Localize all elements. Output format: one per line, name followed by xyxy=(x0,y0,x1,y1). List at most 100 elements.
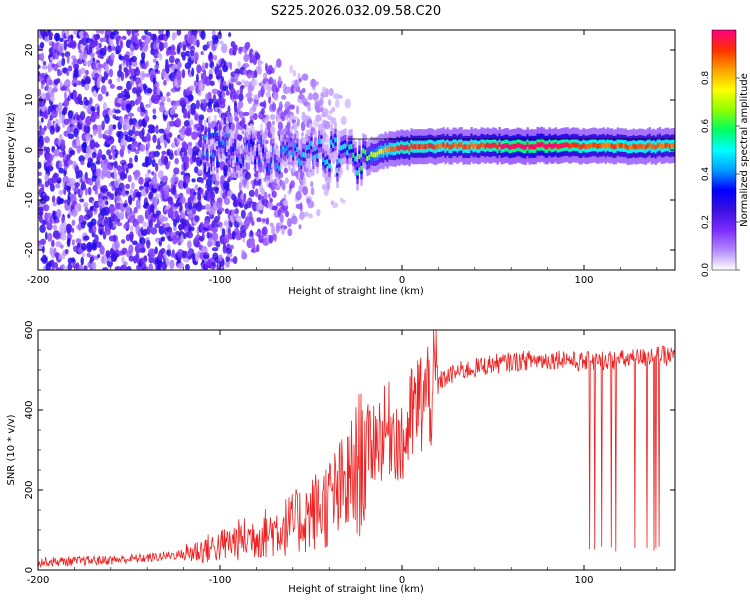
spectrogram-cell xyxy=(147,169,151,174)
spectrogram-cell xyxy=(217,214,221,221)
spectrogram-cell xyxy=(43,125,47,132)
spectrogram-cell xyxy=(156,87,161,96)
spectrogram-cell xyxy=(51,145,56,151)
spectrogram-cell xyxy=(166,91,171,97)
spectrogram-cell xyxy=(48,79,53,86)
spectrogram-cell xyxy=(234,228,240,233)
spectrogram-cell xyxy=(273,91,279,101)
spectrogram-cell xyxy=(38,211,44,216)
spectrogram-cell xyxy=(38,242,42,252)
spectrogram-cell xyxy=(233,90,237,99)
spectrogram-cell xyxy=(115,44,122,54)
spectrogram-cell xyxy=(125,80,132,91)
spectrogram-cell xyxy=(62,107,68,115)
spectrogram-cell xyxy=(278,75,282,85)
spectrogram-cell xyxy=(308,171,314,177)
spectrogram-ridge-cell xyxy=(648,142,652,148)
spectrogram-cell xyxy=(155,210,162,216)
spectrogram-cell xyxy=(56,126,61,131)
spectrogram-cell xyxy=(70,257,76,262)
spectrogram-cell xyxy=(55,183,61,189)
spectrogram-ridge-cell xyxy=(606,142,609,148)
spectrogram-cell xyxy=(144,73,151,78)
spectrogram-ridge-cell xyxy=(608,143,611,149)
colorbar-tick-label: 0.2 xyxy=(701,215,711,229)
spectrogram-ridge-cell xyxy=(458,142,461,148)
spectrogram-cell xyxy=(108,109,114,116)
spectrogram-cell xyxy=(231,209,236,219)
spectrogram-cell xyxy=(249,229,254,238)
spectrogram-ytick-label: -10 xyxy=(24,192,35,208)
spectrogram-cell xyxy=(271,102,277,112)
spectrogram-ridge-cell xyxy=(280,149,283,155)
spectrogram-cell xyxy=(249,56,254,64)
spectrogram-ridge-cell xyxy=(302,152,305,158)
spectrogram-ridge-cell xyxy=(510,144,513,150)
spectrogram-cell xyxy=(123,54,130,62)
spectrogram-ridge-cell xyxy=(602,142,605,148)
spectrogram-cell xyxy=(302,176,307,186)
snr-frame xyxy=(37,329,676,571)
spectrogram-cell xyxy=(116,194,121,202)
spectrogram-cell xyxy=(238,93,244,102)
spectrogram-ridge-cell xyxy=(448,144,451,150)
spectrogram-cell xyxy=(69,40,77,49)
spectrogram-cell xyxy=(166,97,171,103)
spectrogram-ridge-cell xyxy=(204,134,207,140)
spectrogram-cell xyxy=(47,232,53,242)
spectrogram-cell xyxy=(196,200,202,208)
spectrogram-cell xyxy=(138,94,142,104)
spectrogram-cell xyxy=(234,116,240,122)
spectrogram-ridge-cell xyxy=(506,143,509,149)
spectrogram-cell xyxy=(84,60,88,66)
spectrogram-cell xyxy=(101,154,106,160)
snr-xtick-label: -100 xyxy=(209,575,232,586)
spectrogram-ridge-cell xyxy=(296,146,299,152)
snr-ytick-label: 200 xyxy=(24,480,35,499)
spectrogram-cell xyxy=(149,248,156,258)
spectrogram-cell xyxy=(46,146,51,154)
spectrogram-cell xyxy=(179,97,187,107)
spectrogram-cell xyxy=(85,69,89,76)
spectrogram-cell xyxy=(216,197,223,204)
spectrogram-cell xyxy=(110,52,115,61)
spectrogram-cell xyxy=(308,213,313,219)
spectrogram-ridge-cell xyxy=(512,143,515,149)
spectrogram-cell xyxy=(271,205,278,211)
spectrogram-cell xyxy=(167,160,171,166)
spectrogram-ridge-cell xyxy=(562,142,565,148)
spectrogram-cell xyxy=(91,151,97,159)
spectrogram-cell xyxy=(238,221,244,226)
spectrogram-cell xyxy=(66,234,73,239)
spectrogram-ridge-cell xyxy=(360,165,363,171)
spectrogram-cell xyxy=(46,165,54,171)
spectrogram-cell xyxy=(191,155,197,163)
spectrogram-cell xyxy=(204,126,208,134)
spectrogram-ridge-cell xyxy=(596,143,599,149)
spectrogram-cell xyxy=(60,221,67,230)
spectrogram-ridge-cell xyxy=(532,144,535,150)
spectrogram-cell xyxy=(67,133,75,140)
spectrogram-cell xyxy=(240,209,246,219)
spectrogram-frame xyxy=(37,29,676,271)
spectrogram-ridge-cell xyxy=(496,144,499,150)
spectrogram-cell xyxy=(77,42,81,51)
spectrogram-cell xyxy=(282,199,289,207)
spectrogram-cell xyxy=(121,247,128,255)
spectrogram-cell xyxy=(271,120,276,126)
spectrogram-ridge-cell xyxy=(508,144,511,150)
spectrogram-cell xyxy=(214,180,220,187)
spectrogram-cell xyxy=(58,253,62,260)
spectrogram-cell xyxy=(114,109,121,114)
spectrogram-cell xyxy=(104,64,109,73)
spectrogram-ridge-cell xyxy=(432,144,435,150)
spectrogram-cell xyxy=(244,171,251,180)
spectrogram-ridge-cell xyxy=(434,145,437,151)
spectrogram-ridge-cell xyxy=(514,143,517,149)
spectrogram-cell xyxy=(106,149,112,156)
spectrogram-cell xyxy=(127,162,134,169)
spectrogram-cell xyxy=(69,149,76,156)
spectrogram-ridge-cell xyxy=(250,138,253,144)
spectrogram-ridge-cell xyxy=(502,143,505,149)
spectrogram-cell xyxy=(154,64,159,70)
